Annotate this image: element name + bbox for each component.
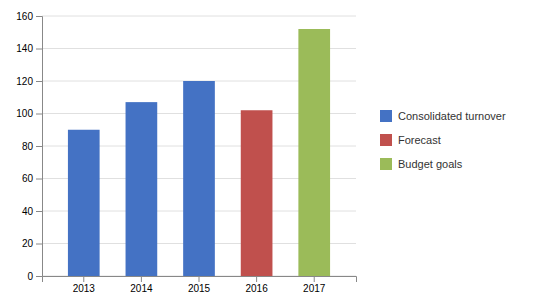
plot: 0204060801001201401602013201420152016201… (16, 11, 506, 294)
y-tick: 0 (27, 271, 42, 282)
y-tick-label: 20 (22, 238, 34, 249)
y-tick: 140 (16, 43, 42, 54)
x-tick: 2017 (303, 276, 326, 294)
y-tick-mark (36, 114, 42, 115)
x-tick-label: 2013 (73, 283, 96, 294)
y-tick: 100 (16, 108, 42, 119)
x-tick: 2015 (188, 276, 211, 294)
bar (68, 130, 100, 276)
chart: 0204060801001201401602013201420152016201… (0, 0, 536, 306)
x-tick: 2016 (245, 276, 268, 294)
y-axis: 0 20 40 60 80 100 120 140 160 (16, 11, 42, 282)
x-tick-mark (314, 276, 315, 282)
y-tick-label: 80 (22, 141, 34, 152)
x-tick-mark (83, 276, 84, 282)
y-tick: 80 (22, 141, 42, 152)
x-tick-label: 2016 (245, 283, 268, 294)
y-tick-mark (36, 211, 42, 212)
y-axis-line (36, 17, 43, 277)
y-tick-label: 40 (22, 206, 34, 217)
y-tick-label: 60 (22, 173, 34, 184)
x-axis: 2013 2014 2015 2016 2017 (43, 276, 357, 294)
y-tick-mark (36, 276, 42, 277)
bar (183, 81, 215, 276)
legend-item: Budget goals (380, 158, 463, 170)
x-tick-mark (141, 276, 142, 282)
y-tick-label: 0 (27, 271, 33, 282)
y-tick-label: 160 (16, 11, 33, 22)
y-tick: 40 (22, 206, 42, 217)
x-axis-line (43, 277, 357, 283)
x-tick-label: 2015 (188, 283, 211, 294)
y-tick-mark (36, 49, 42, 50)
x-tick: 2013 (73, 276, 96, 294)
y-tick-mark (36, 16, 42, 17)
x-tick-mark (199, 276, 200, 282)
bar (241, 110, 273, 276)
y-tick: 160 (16, 11, 42, 22)
legend: Consolidated turnover Forecast Budget goal… (380, 110, 506, 170)
y-tick-mark (36, 81, 42, 82)
bars (68, 29, 330, 276)
y-tick: 120 (16, 76, 42, 87)
y-tick-mark (36, 146, 42, 147)
legend-item: Consolidated turnover (380, 110, 506, 122)
x-tick-label: 2017 (303, 283, 326, 294)
y-tick-label: 140 (16, 43, 33, 54)
legend-item: Forecast (380, 134, 441, 146)
legend-label: Budget goals (398, 158, 463, 170)
grid (42, 16, 356, 276)
y-tick-label: 100 (16, 108, 33, 119)
x-tick-label: 2014 (130, 283, 153, 294)
legend-label: Forecast (398, 134, 441, 146)
legend-swatch (380, 134, 392, 146)
legend-swatch (380, 110, 392, 122)
legend-label: Consolidated turnover (398, 110, 506, 122)
y-tick: 60 (22, 173, 42, 184)
y-tick-mark (36, 244, 42, 245)
x-tick-mark (256, 276, 257, 282)
bar (126, 102, 158, 276)
x-tick: 2014 (130, 276, 153, 294)
legend-swatch (380, 158, 392, 170)
y-tick-label: 120 (16, 76, 33, 87)
y-tick-mark (36, 179, 42, 180)
y-tick: 20 (22, 238, 42, 249)
bar (298, 29, 330, 276)
grid-line (42, 16, 356, 17)
